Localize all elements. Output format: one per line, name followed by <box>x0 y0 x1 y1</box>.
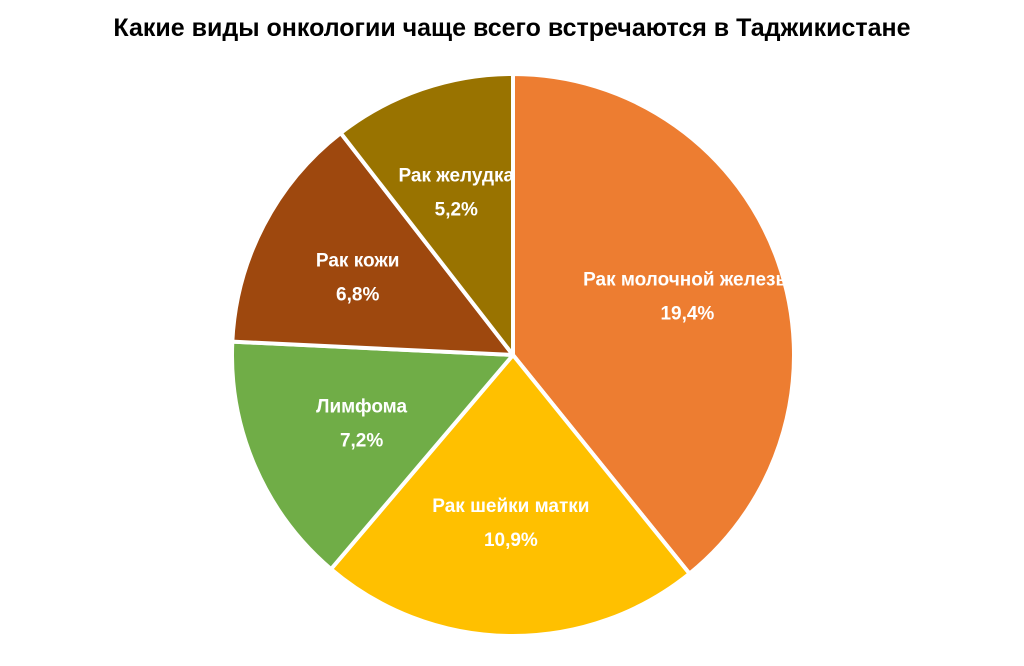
pie-slice-5 <box>338 72 515 357</box>
pie-slices <box>230 72 796 638</box>
pie-slice-1 <box>511 72 796 576</box>
slice-value-3: 7,2% <box>340 431 383 452</box>
slice-label-2: Рак шейки матки <box>432 496 589 517</box>
pie-slice-4 <box>230 131 515 357</box>
slice-label-3: Лимфома <box>316 397 407 418</box>
slice-label-5: Рак желудка <box>398 165 514 186</box>
pie-slice-2 <box>329 353 692 638</box>
pie-labels: Рак молочной железы 19,4% Рак шейки матки 1… <box>316 165 792 551</box>
slice-value-5: 5,2% <box>435 199 478 220</box>
slice-label-4: Рак кожи <box>316 250 400 271</box>
slice-label-1: Рак молочной железы <box>583 269 792 290</box>
slice-value-1: 19,4% <box>660 303 714 324</box>
slice-value-2: 10,9% <box>484 530 538 551</box>
pie-slice-3 <box>230 339 515 572</box>
slice-value-4: 6,8% <box>336 284 379 305</box>
chart-title: Какие виды онкологии чаще всего встречаю… <box>113 14 911 42</box>
